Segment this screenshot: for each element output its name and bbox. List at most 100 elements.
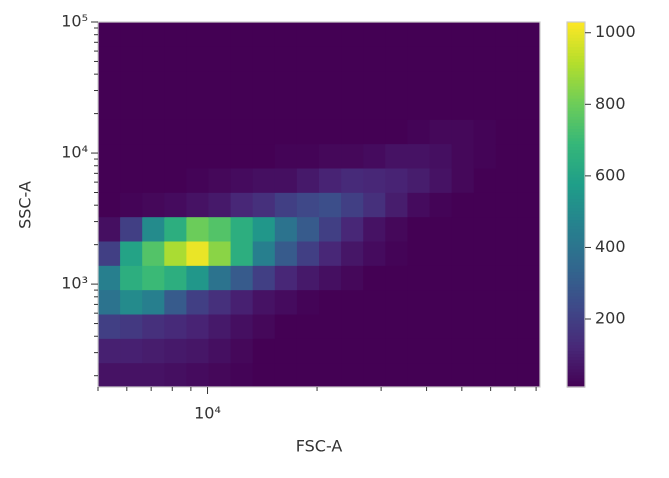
heatmap-cell	[341, 46, 364, 72]
colorbar-segment	[567, 234, 585, 239]
heatmap-cell	[407, 119, 430, 145]
heatmap-cell	[363, 216, 386, 242]
colorbar-tick-label: 400	[595, 237, 626, 256]
heatmap-cell	[517, 338, 541, 364]
heatmap-cell	[208, 95, 232, 120]
heatmap-cell	[517, 70, 541, 96]
heatmap-cell	[363, 143, 386, 169]
heatmap-cell	[164, 192, 187, 218]
heatmap-cell	[517, 95, 541, 120]
heatmap-cell	[407, 338, 430, 364]
heatmap-cell	[230, 216, 254, 242]
heatmap-cell	[274, 46, 298, 72]
heatmap-cell	[319, 338, 342, 364]
heatmap-cell	[186, 314, 209, 339]
colorbar-segment	[567, 350, 585, 355]
heatmap-cell	[451, 143, 475, 169]
colorbar-segment	[567, 55, 585, 60]
heatmap-cell	[429, 143, 453, 169]
heatmap-cell	[274, 362, 298, 388]
colorbar-segment	[567, 171, 585, 175]
heatmap-cell	[341, 241, 364, 266]
colorbar-segment	[567, 122, 585, 127]
heatmap-cell	[164, 119, 187, 145]
colorbar-segment	[567, 213, 585, 218]
heatmap-cell	[252, 241, 276, 266]
heatmap-cell	[517, 362, 541, 388]
colorbar-segment	[567, 338, 585, 342]
colorbar-segment	[567, 192, 585, 196]
colorbar-segment	[567, 371, 585, 376]
heatmap-cell	[341, 216, 364, 242]
heatmap-cell	[186, 46, 209, 72]
colorbar-segment	[567, 274, 585, 279]
heatmap-cell	[274, 95, 298, 120]
colorbar-segment	[567, 317, 585, 321]
heatmap-cell	[296, 22, 320, 47]
heatmap-cell	[208, 168, 232, 193]
heatmap-cell	[296, 265, 320, 291]
heatmap-cell	[252, 362, 276, 388]
heatmap-cell	[473, 70, 497, 96]
heatmap-cell	[98, 289, 121, 315]
heatmap-cell	[429, 168, 453, 193]
heatmap-cell	[274, 22, 298, 47]
colorbar-segment	[567, 195, 585, 200]
heatmap-cell	[230, 265, 254, 291]
heatmap-cell	[407, 289, 430, 315]
heatmap-cell	[164, 95, 187, 120]
heatmap-cell	[341, 119, 364, 145]
colorbar-segment	[567, 95, 585, 99]
heatmap-cell	[142, 70, 165, 96]
colorbar-segment	[567, 289, 585, 294]
colorbar-segment	[567, 158, 585, 163]
heatmap-cell	[208, 143, 232, 169]
heatmap-cell	[230, 289, 254, 315]
heatmap-cell	[385, 216, 408, 242]
heatmap-cell	[495, 143, 519, 169]
colorbar-segment	[567, 79, 585, 84]
heatmap-cell	[319, 119, 342, 145]
heatmap-cell	[429, 216, 453, 242]
heatmap-cell	[98, 70, 121, 96]
heatmap-cell	[164, 216, 187, 242]
colorbar-segment	[567, 231, 585, 236]
heatmap-cell	[385, 265, 408, 291]
heatmap-cell	[120, 338, 143, 364]
heatmap-cell	[274, 314, 298, 339]
heatmap-cell	[142, 119, 165, 145]
heatmap-cell	[120, 46, 143, 72]
heatmap-cell	[319, 95, 342, 120]
colorbar-segment	[567, 292, 585, 297]
colorbar-segment	[567, 168, 585, 172]
heatmap-cell	[120, 216, 143, 242]
heatmap-cell	[142, 143, 165, 169]
heatmap-cell	[495, 95, 519, 120]
heatmap-cell	[274, 265, 298, 291]
heatmap-cell	[451, 289, 475, 315]
heatmap-cell	[495, 289, 519, 315]
colorbar-segment	[567, 28, 585, 32]
heatmap-cell	[451, 95, 475, 120]
heatmap-cell	[407, 168, 430, 193]
heatmap-cell	[164, 362, 187, 388]
colorbar-segment	[567, 104, 585, 108]
heatmap-cell	[363, 168, 386, 193]
colorbar-tick-label: 800	[595, 94, 626, 113]
heatmap-cell	[296, 338, 320, 364]
heatmap-cell	[495, 314, 519, 339]
heatmap-cell	[363, 265, 386, 291]
heatmap-cell	[164, 22, 187, 47]
heatmap-cell	[429, 95, 453, 120]
heatmap-cell	[451, 362, 475, 388]
heatmap-cell	[341, 168, 364, 193]
heatmap-cell	[98, 216, 121, 242]
x-axis-label: FSC-A	[296, 437, 343, 456]
heatmap-cell	[319, 314, 342, 339]
heatmap-cell	[120, 314, 143, 339]
heatmap-cell	[517, 143, 541, 169]
heatmap-cell	[451, 265, 475, 291]
plot-frame	[97, 21, 541, 388]
heatmap-cell	[98, 168, 121, 193]
heatmap-cell	[186, 338, 209, 364]
